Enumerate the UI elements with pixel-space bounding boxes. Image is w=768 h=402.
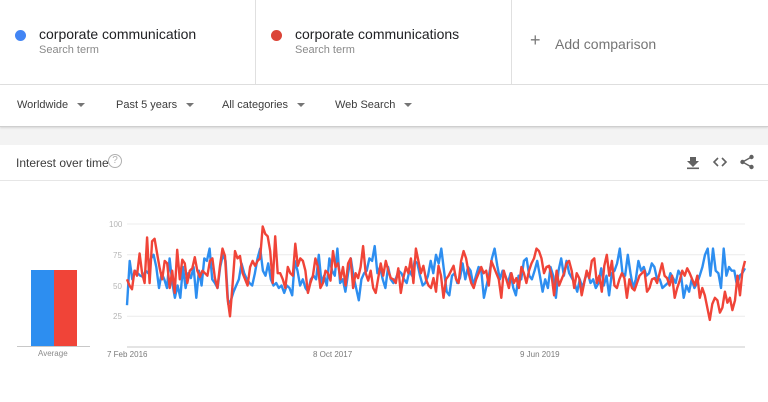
card-header: Interest over time ? [0, 145, 768, 181]
average-bar-corporate-communication[interactable] [31, 270, 54, 346]
search-type-filter-dropdown[interactable]: Web Search [335, 99, 413, 111]
x-tick-label: 9 Jun 2019 [520, 350, 560, 359]
search-term-sublabel: Search term [39, 44, 99, 56]
search-term-sublabel: Search term [295, 44, 355, 56]
average-bar-corporate-communications[interactable] [54, 270, 77, 346]
caret-down-icon [404, 103, 413, 107]
share-icon[interactable] [739, 154, 755, 170]
add-comparison-button[interactable]: + Add comparison [512, 0, 768, 85]
download-icon[interactable] [685, 154, 701, 170]
category-filter-dropdown[interactable]: All categories [222, 99, 306, 111]
x-tick-label: 8 Oct 2017 [313, 350, 353, 359]
y-tick-25: 25 [113, 312, 122, 321]
x-tick-label: 7 Feb 2016 [107, 350, 148, 359]
search-term-2[interactable]: corporate communications Search term [256, 0, 512, 85]
caret-down-icon [77, 103, 86, 107]
filter-label: All categories [222, 99, 289, 111]
series-color-dot-red-icon [271, 30, 282, 41]
search-term-1[interactable]: corporate communication Search term [0, 0, 256, 85]
caret-down-icon [297, 103, 306, 107]
filter-label: Past 5 years [116, 99, 178, 111]
help-icon[interactable]: ? [108, 154, 122, 168]
caret-down-icon [186, 103, 195, 107]
search-term-label: corporate communications [295, 26, 460, 42]
average-axis-line [17, 346, 90, 347]
card-title: Interest over time [16, 156, 109, 170]
filter-bar: Worldwide Past 5 years All categories We… [0, 85, 768, 127]
add-comparison-label: Add comparison [555, 36, 657, 52]
y-tick-100: 100 [109, 220, 123, 229]
region-filter-dropdown[interactable]: Worldwide [17, 99, 86, 111]
y-tick-50: 50 [113, 282, 122, 291]
search-term-label: corporate communication [39, 26, 197, 42]
series-color-dot-blue-icon [15, 30, 26, 41]
filter-label: Worldwide [17, 99, 69, 111]
embed-icon[interactable] [712, 154, 728, 170]
comparison-bar: corporate communication Search term corp… [0, 0, 768, 85]
series-line-corporate-communications [125, 225, 747, 322]
filter-label: Web Search [335, 99, 396, 111]
interest-over-time-card: Interest over time ? Average 100 75 50 2… [0, 145, 768, 402]
average-label: Average [38, 349, 68, 358]
y-tick-75: 75 [113, 251, 122, 260]
plus-icon: + [530, 30, 541, 50]
time-range-filter-dropdown[interactable]: Past 5 years [116, 99, 195, 111]
interest-line-chart[interactable] [100, 215, 760, 355]
